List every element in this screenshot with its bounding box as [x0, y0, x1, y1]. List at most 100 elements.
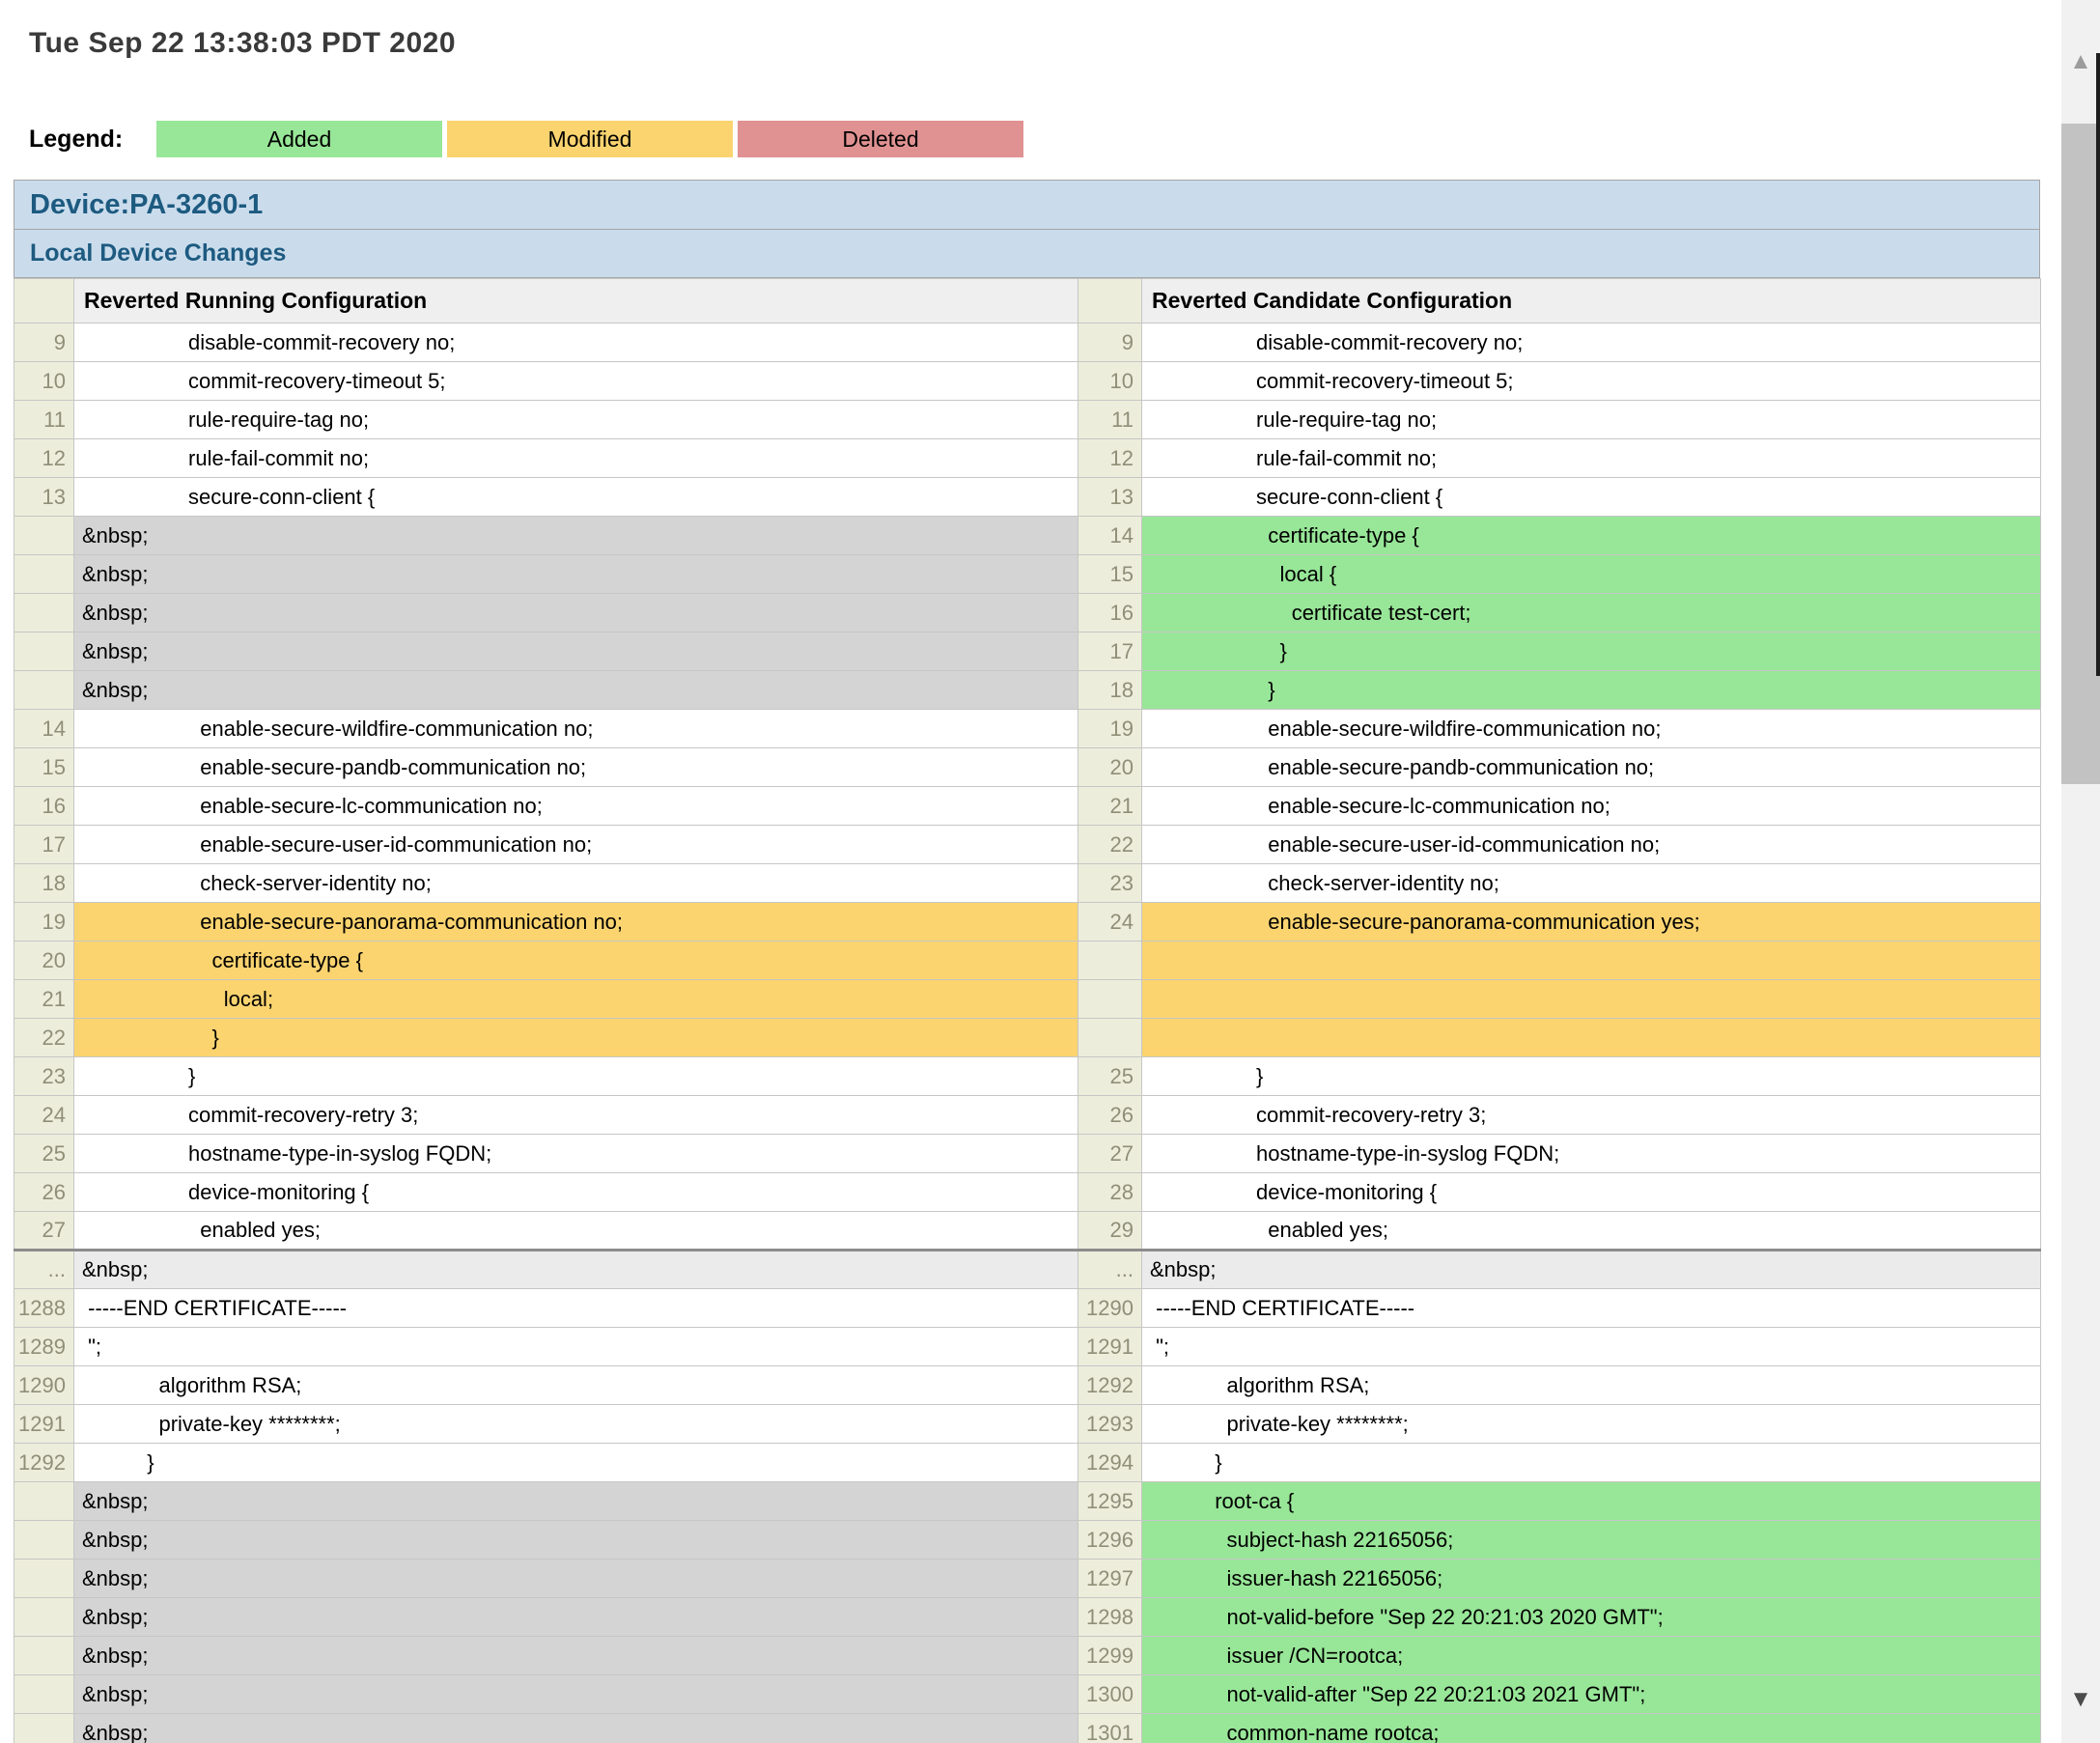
right-code-cell: enable-secure-panorama-communication yes… — [1141, 902, 2041, 942]
table-row: 23 } 25 } — [14, 1056, 2041, 1096]
right-line-number: 1296 — [1078, 1520, 1142, 1560]
right-line-number: 14 — [1078, 516, 1142, 555]
left-code-cell: private-key ********; — [73, 1404, 1078, 1444]
right-line-number: 1294 — [1078, 1443, 1142, 1482]
left-line-number: 27 — [14, 1211, 74, 1251]
right-code-cell: certificate-type { — [1141, 516, 2041, 555]
right-line-number: 1301 — [1078, 1713, 1142, 1743]
left-code-cell: } — [73, 1443, 1078, 1482]
left-line-number: 16 — [14, 786, 74, 826]
device-title: Device:PA-3260-1 — [14, 180, 2040, 230]
table-row: &nbsp; 1298 not-valid-before "Sep 22 20:… — [14, 1597, 2041, 1637]
right-code-cell: commit-recovery-timeout 5; — [1141, 361, 2041, 401]
left-line-number — [14, 516, 74, 555]
left-code-cell: enable-secure-user-id-communication no; — [73, 825, 1078, 864]
left-line-number: 1288 — [14, 1288, 74, 1328]
right-code-cell: issuer /CN=rootca; — [1141, 1636, 2041, 1675]
right-line-number: 1295 — [1078, 1481, 1142, 1521]
left-code-cell: &nbsp; — [73, 1713, 1078, 1743]
scrollbar-thumb[interactable] — [2061, 124, 2100, 784]
left-code-cell: &nbsp; — [73, 593, 1078, 633]
table-row: 19 enable-secure-panorama-communication … — [14, 902, 2041, 942]
legend-label: Legend: — [29, 125, 124, 153]
right-line-number: 1299 — [1078, 1636, 1142, 1675]
table-row: 1288 -----END CERTIFICATE----- 1290 ----… — [14, 1288, 2041, 1328]
left-line-number — [14, 1674, 74, 1714]
right-line-number: 1291 — [1078, 1327, 1142, 1366]
section-title: Local Device Changes — [14, 230, 2040, 278]
table-row: 1289 "; 1291 "; — [14, 1327, 2041, 1366]
right-line-number: 12 — [1078, 438, 1142, 478]
left-line-number: 1289 — [14, 1327, 74, 1366]
right-code-cell: root-ca { — [1141, 1481, 2041, 1521]
table-row: 13 secure-conn-client { 13 secure-conn-c… — [14, 477, 2041, 517]
left-code-cell: secure-conn-client { — [73, 477, 1078, 517]
left-line-number: 25 — [14, 1134, 74, 1173]
left-line-number: 11 — [14, 400, 74, 439]
config-diff-table: Reverted Running Configuration Reverted … — [14, 278, 2041, 1743]
left-code-cell: enable-secure-wildfire-communication no; — [73, 709, 1078, 748]
left-code-cell: rule-fail-commit no; — [73, 438, 1078, 478]
table-row: 21 local; — [14, 979, 2041, 1019]
left-code-cell: } — [73, 1056, 1078, 1096]
right-line-number: 15 — [1078, 554, 1142, 594]
right-code-cell — [1141, 941, 2041, 980]
right-line-number: 22 — [1078, 825, 1142, 864]
table-row: &nbsp; 1296 subject-hash 22165056; — [14, 1520, 2041, 1560]
left-line-number — [14, 1520, 74, 1560]
left-line-number: 18 — [14, 863, 74, 903]
table-row: &nbsp; 16 certificate test-cert; — [14, 593, 2041, 633]
left-code-cell: &nbsp; — [73, 632, 1078, 671]
right-line-number: 1290 — [1078, 1288, 1142, 1328]
left-code-cell: &nbsp; — [73, 1597, 1078, 1637]
left-code-cell: device-monitoring { — [73, 1172, 1078, 1212]
table-row: 14 enable-secure-wildfire-communication … — [14, 709, 2041, 748]
right-code-cell: } — [1141, 1056, 2041, 1096]
left-code-cell: &nbsp; — [73, 1249, 1078, 1289]
right-line-number: 11 — [1078, 400, 1142, 439]
right-line-number: 27 — [1078, 1134, 1142, 1173]
left-line-number: 21 — [14, 979, 74, 1019]
left-number-column-header — [14, 278, 74, 323]
table-row: &nbsp; 15 local { — [14, 554, 2041, 594]
left-code-cell: algorithm RSA; — [73, 1365, 1078, 1405]
left-code-cell: } — [73, 1018, 1078, 1057]
left-code-cell: &nbsp; — [73, 1481, 1078, 1521]
right-code-cell: enable-secure-user-id-communication no; — [1141, 825, 2041, 864]
table-row: 18 check-server-identity no; 23 check-se… — [14, 863, 2041, 903]
scrollbar-down-button[interactable]: ▼ — [2061, 1656, 2100, 1743]
left-line-number: 22 — [14, 1018, 74, 1057]
page-title: Tue Sep 22 13:38:03 PDT 2020 — [29, 27, 456, 59]
vertical-scrollbar[interactable]: ▲ ▼ — [2061, 0, 2100, 1743]
left-line-number — [14, 1559, 74, 1598]
table-row: 15 enable-secure-pandb-communication no;… — [14, 747, 2041, 787]
right-code-cell: subject-hash 22165056; — [1141, 1520, 2041, 1560]
scrollbar-up-button[interactable]: ▲ — [2061, 0, 2100, 124]
left-code-cell: certificate-type { — [73, 941, 1078, 980]
left-line-number: 20 — [14, 941, 74, 980]
right-line-number: 1300 — [1078, 1674, 1142, 1714]
right-code-cell: rule-require-tag no; — [1141, 400, 2041, 439]
left-code-cell: disable-commit-recovery no; — [73, 323, 1078, 362]
column-header-row: Reverted Running Configuration Reverted … — [14, 278, 2041, 323]
left-line-number — [14, 632, 74, 671]
left-line-number: 10 — [14, 361, 74, 401]
right-line-number: 17 — [1078, 632, 1142, 671]
table-row: 10 commit-recovery-timeout 5; 10 commit-… — [14, 361, 2041, 401]
table-row: 25 hostname-type-in-syslog FQDN; 27 host… — [14, 1134, 2041, 1173]
left-line-number: 24 — [14, 1095, 74, 1135]
right-code-cell: secure-conn-client { — [1141, 477, 2041, 517]
right-code-cell: rule-fail-commit no; — [1141, 438, 2041, 478]
right-line-number: 1297 — [1078, 1559, 1142, 1598]
right-line-number — [1078, 979, 1142, 1019]
right-code-cell: not-valid-before "Sep 22 20:21:03 2020 G… — [1141, 1597, 2041, 1637]
table-row: 27 enabled yes; 29 enabled yes; — [14, 1211, 2041, 1251]
right-line-number: 1293 — [1078, 1404, 1142, 1444]
right-code-cell: -----END CERTIFICATE----- — [1141, 1288, 2041, 1328]
right-line-number: ... — [1078, 1249, 1142, 1289]
right-line-number: 16 — [1078, 593, 1142, 633]
left-code-cell: &nbsp; — [73, 516, 1078, 555]
table-row: 1291 private-key ********; 1293 private-… — [14, 1404, 2041, 1444]
left-line-number: 12 — [14, 438, 74, 478]
legend: Legend: Added Modified Deleted — [29, 121, 1028, 157]
